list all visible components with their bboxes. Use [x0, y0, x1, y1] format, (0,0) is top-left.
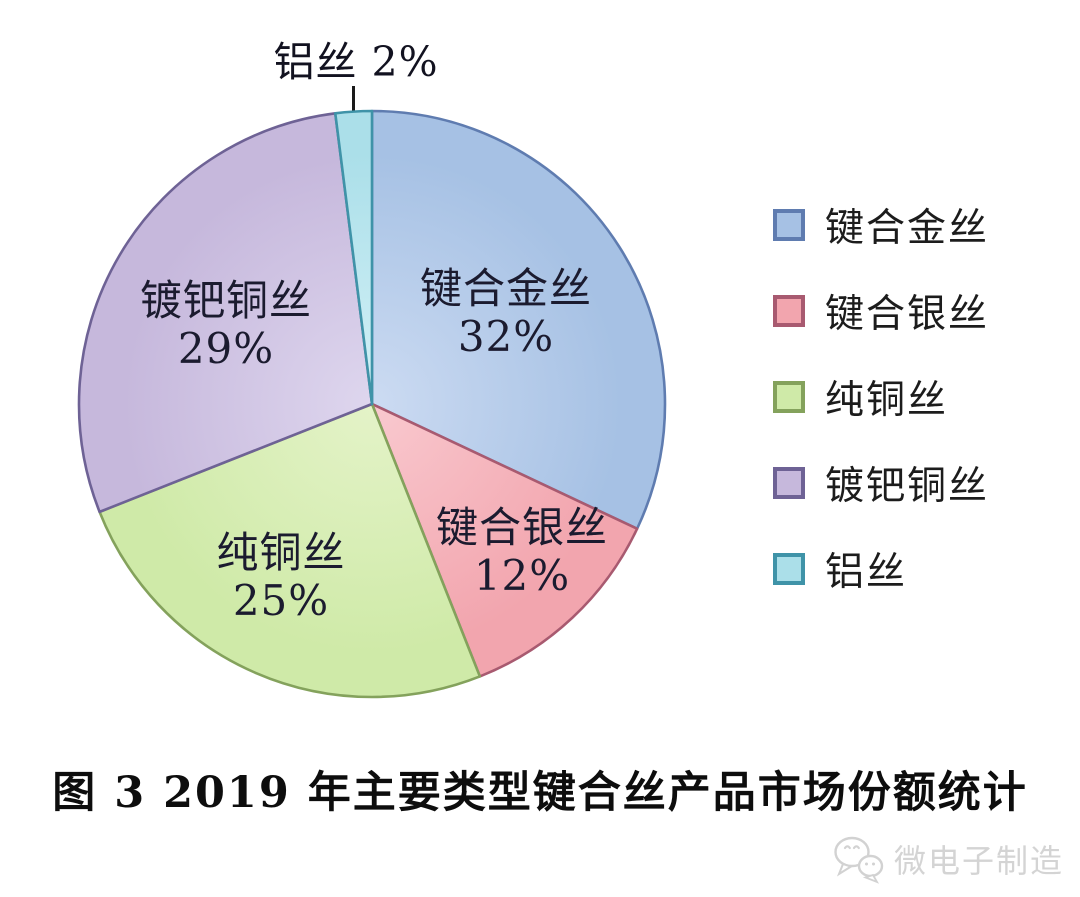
legend-item-铝丝: 铝丝	[773, 549, 989, 595]
pie-outside-label: 铝丝 2%	[273, 38, 439, 86]
legend-label-纯铜丝: 纯铜丝	[825, 378, 949, 423]
legend-item-键合金丝: 键合金丝	[773, 205, 989, 251]
pie-slice-镀钯铜丝	[77, 112, 374, 514]
legend-swatch-纯铜丝	[773, 381, 805, 413]
legend-swatch-铝丝	[773, 553, 805, 585]
legend-label-键合银丝: 键合银丝	[825, 292, 990, 337]
pie-slice-纯铜丝	[98, 402, 482, 699]
pie-chart-svg	[77, 109, 667, 699]
legend-item-纯铜丝: 纯铜丝	[773, 377, 989, 423]
legend-swatch-镀钯铜丝	[773, 467, 805, 499]
legend: 键合金丝键合银丝纯铜丝镀钯铜丝铝丝	[773, 205, 989, 635]
wechat-chat-bubbles-icon	[834, 836, 884, 884]
figure-caption: 图 3 2019 年主要类型键合丝产品市场份额统计	[52, 768, 1028, 818]
legend-swatch-键合金丝	[773, 209, 805, 241]
watermark-text: 微电子制造	[893, 842, 1064, 880]
pie-slice-铝丝	[333, 109, 374, 406]
legend-label-键合金丝: 键合金丝	[825, 206, 990, 251]
legend-label-镀钯铜丝: 镀钯铜丝	[825, 464, 990, 509]
pie-slices-group	[77, 109, 667, 699]
legend-label-铝丝: 铝丝	[825, 550, 908, 595]
pie-slice-键合银丝	[370, 402, 639, 678]
legend-item-镀钯铜丝: 镀钯铜丝	[773, 463, 989, 509]
legend-item-键合银丝: 键合银丝	[773, 291, 989, 337]
pie-slice-键合金丝	[370, 109, 667, 531]
watermark: 微电子制造	[832, 833, 1064, 885]
legend-swatch-键合银丝	[773, 295, 805, 327]
